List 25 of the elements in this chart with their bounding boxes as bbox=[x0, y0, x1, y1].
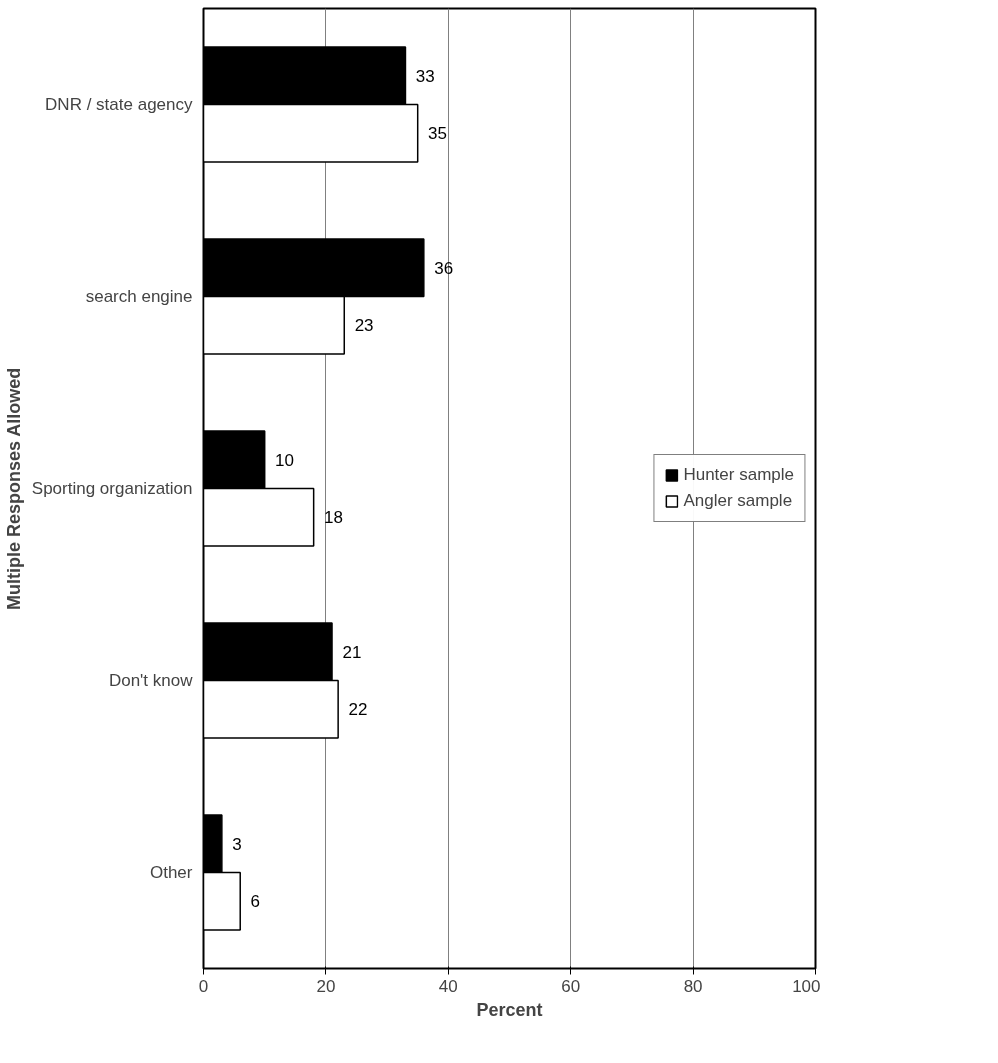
x-tick-label: 100 bbox=[792, 976, 821, 996]
x-tick-label: 60 bbox=[561, 976, 581, 996]
x-axis-title: Percent bbox=[476, 999, 543, 1020]
data-label: 3 bbox=[232, 834, 242, 854]
legend-label: Angler sample bbox=[683, 491, 793, 511]
y-axis-title: Multiple Responses Allowed bbox=[3, 367, 24, 611]
data-label: 23 bbox=[354, 316, 374, 336]
y-tick-label: search engine bbox=[85, 287, 193, 306]
y-tick-label: DNR / state agency bbox=[45, 95, 193, 114]
y-tick-label: Other bbox=[149, 863, 193, 882]
data-label: 35 bbox=[428, 124, 448, 144]
x-tick-label: 0 bbox=[198, 976, 209, 996]
x-tick-label: 40 bbox=[438, 976, 458, 996]
data-label: 33 bbox=[415, 66, 435, 86]
y-tick-label: Don't know bbox=[108, 671, 194, 690]
data-label: 21 bbox=[342, 642, 362, 662]
data-label: 22 bbox=[348, 700, 368, 720]
data-label: 18 bbox=[324, 508, 343, 528]
data-label: 36 bbox=[434, 258, 454, 278]
data-label: 6 bbox=[250, 892, 261, 912]
x-tick-label: 20 bbox=[316, 976, 336, 996]
legend-label: Hunter sample bbox=[683, 465, 794, 485]
data-label: 10 bbox=[275, 450, 295, 470]
y-tick-label: Sporting organization bbox=[31, 479, 193, 498]
x-tick-label: 80 bbox=[683, 976, 703, 996]
